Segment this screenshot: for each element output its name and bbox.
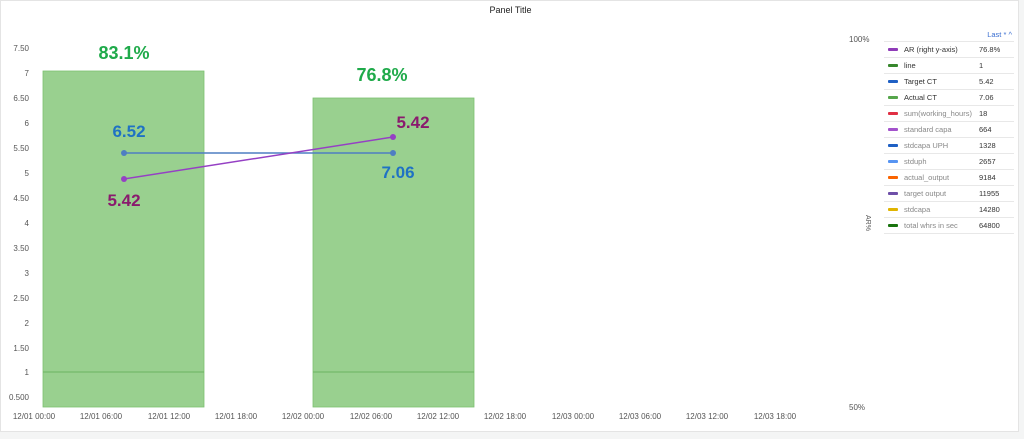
target-ct-point[interactable] (121, 150, 127, 156)
series-color-icon (888, 128, 898, 131)
legend-item[interactable]: stduph 2657 (884, 153, 1014, 169)
legend-item[interactable]: target output 11955 (884, 185, 1014, 201)
bar-actual-ct-12-01[interactable] (42, 70, 205, 408)
legend-item[interactable]: Target CT 5.42 (884, 73, 1014, 89)
series-color-icon (888, 80, 898, 83)
series-color-icon (888, 96, 898, 99)
svg-text:12/03 18:00: 12/03 18:00 (754, 412, 797, 421)
svg-text:12/01 12:00: 12/01 12:00 (148, 412, 191, 421)
target-ct-point[interactable] (390, 150, 396, 156)
legend-item[interactable]: AR (right y-axis) 76.8% (884, 41, 1014, 57)
legend-item[interactable]: stdcapa UPH 1328 (884, 137, 1014, 153)
annotation-actual-ct-1: 6.52 (112, 122, 145, 141)
svg-text:5.50: 5.50 (13, 144, 29, 153)
svg-text:12/03 00:00: 12/03 00:00 (552, 412, 595, 421)
series-color-icon (888, 224, 898, 227)
series-color-icon (888, 48, 898, 51)
ar-point[interactable] (390, 134, 396, 140)
bar-actual-ct-12-02[interactable] (312, 97, 475, 408)
annotation-ar-2: 76.8% (356, 65, 407, 85)
svg-text:2.50: 2.50 (13, 294, 29, 303)
svg-text:12/01 18:00: 12/01 18:00 (215, 412, 258, 421)
chart-panel: Panel Title 7.50 7 6.50 6 5.50 5 4.50 4 … (0, 0, 1019, 432)
legend-item[interactable]: actual_output 9184 (884, 169, 1014, 185)
svg-text:6: 6 (25, 119, 30, 128)
series-color-icon (888, 192, 898, 195)
svg-text:3: 3 (25, 269, 30, 278)
legend-item[interactable]: stdcapa 14280 (884, 201, 1014, 217)
svg-text:12/02 06:00: 12/02 06:00 (350, 412, 393, 421)
legend-item[interactable]: total whrs in sec 64800 (884, 217, 1014, 234)
svg-text:0.500: 0.500 (9, 393, 30, 402)
legend-item[interactable]: standard capa 664 (884, 121, 1014, 137)
svg-text:12/03 12:00: 12/03 12:00 (686, 412, 729, 421)
series-color-icon (888, 112, 898, 115)
legend-item[interactable]: Actual CT 7.06 (884, 89, 1014, 105)
ar-line (123, 136, 394, 180)
annotation-target-ct-2: 5.42 (396, 113, 429, 132)
svg-text:100%: 100% (849, 35, 869, 44)
series-color-icon (888, 208, 898, 211)
svg-text:12/01 00:00: 12/01 00:00 (13, 412, 56, 421)
legend-table: Last * ^ AR (right y-axis) 76.8% line 1 Ta… (884, 29, 1014, 234)
svg-text:50%: 50% (849, 403, 865, 412)
svg-text:12/02 12:00: 12/02 12:00 (417, 412, 460, 421)
svg-text:7.50: 7.50 (13, 44, 29, 53)
chart-plot-area: 7.50 7 6.50 6 5.50 5 4.50 4 3.50 3 2.50 … (9, 35, 870, 421)
svg-text:12/01 06:00: 12/01 06:00 (80, 412, 123, 421)
svg-text:3.50: 3.50 (13, 244, 29, 253)
series-color-icon (888, 64, 898, 67)
series-color-icon (888, 176, 898, 179)
panel-title[interactable]: Panel Title (489, 5, 532, 15)
y-axis-right: 100% 50% (849, 35, 869, 412)
svg-text:5: 5 (25, 169, 30, 178)
svg-text:12/03 06:00: 12/03 06:00 (619, 412, 662, 421)
annotation-actual-ct-2: 7.06 (381, 163, 414, 182)
svg-text:12/02 00:00: 12/02 00:00 (282, 412, 325, 421)
legend-item[interactable]: line 1 (884, 57, 1014, 73)
svg-text:1.50: 1.50 (13, 344, 29, 353)
series-color-icon (888, 160, 898, 163)
svg-text:6.50: 6.50 (13, 94, 29, 103)
svg-text:4.50: 4.50 (13, 194, 29, 203)
annotation-target-ct-1: 5.42 (107, 191, 140, 210)
svg-text:4: 4 (25, 219, 30, 228)
right-axis-label: AR% (864, 215, 871, 231)
y-axis-left: 7.50 7 6.50 6 5.50 5 4.50 4 3.50 3 2.50 … (9, 44, 30, 402)
legend-item[interactable]: sum(working_hours) 18 (884, 105, 1014, 121)
svg-text:1: 1 (25, 368, 30, 377)
svg-text:2: 2 (25, 319, 30, 328)
series-color-icon (888, 144, 898, 147)
annotation-ar-1: 83.1% (98, 43, 149, 63)
svg-text:7: 7 (25, 69, 30, 78)
x-axis: 12/01 00:00 12/01 06:00 12/01 12:00 12/0… (13, 412, 797, 421)
ar-point[interactable] (121, 176, 127, 182)
svg-text:12/02 18:00: 12/02 18:00 (484, 412, 527, 421)
legend-sort-last[interactable]: Last * ^ (987, 30, 1012, 39)
